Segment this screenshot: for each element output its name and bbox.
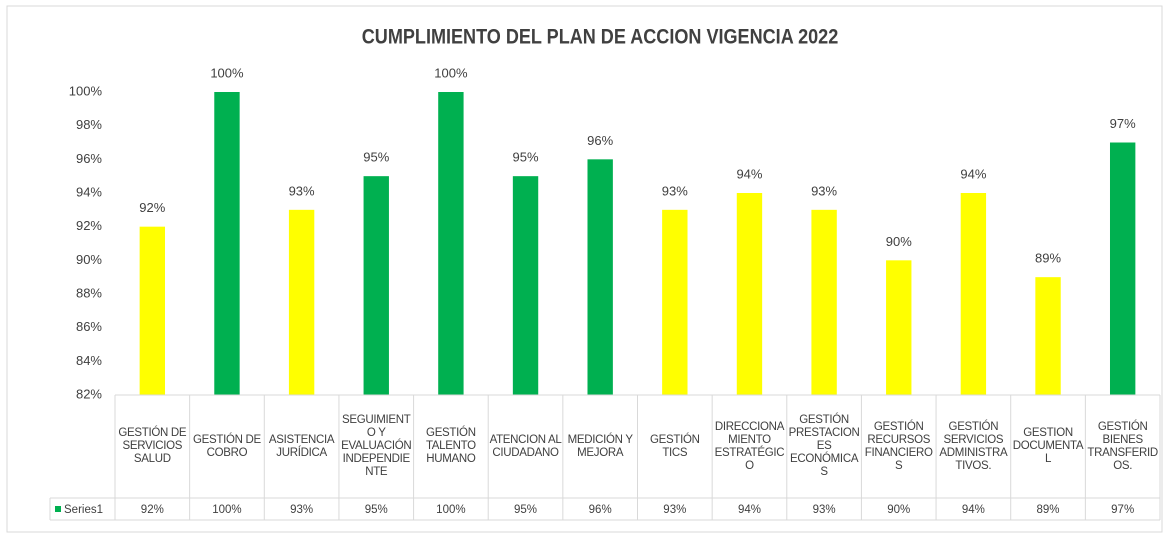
bar — [960, 193, 987, 395]
legend-swatch — [55, 506, 61, 512]
x-tick-label: GESTIÓN TALENTO HUMANO — [425, 427, 476, 465]
table-value: 94% — [962, 504, 985, 516]
x-tick-label-box: GESTIÓN TICS — [649, 433, 700, 459]
x-tick-label-box: GESTIÓN PRESTACIONES ECONÓMICAS — [788, 414, 860, 478]
data-label: 100% — [434, 65, 468, 80]
bar — [886, 260, 912, 395]
x-tick-label: SEGUIMIENTO Y EVALUACIÓN INDEPENDIENTE — [341, 414, 412, 478]
x-tick-label: GESTION DOCUMENTAL — [1012, 427, 1084, 465]
x-tick-label: ATENCION AL CIUDADANO — [489, 433, 562, 459]
data-label: 97% — [1110, 116, 1136, 131]
bar — [1035, 277, 1061, 395]
table-value: 93% — [663, 504, 686, 516]
x-tick-label-box: GESTION DOCUMENTAL — [1012, 427, 1084, 465]
table-value: 96% — [589, 504, 612, 516]
data-label: 94% — [960, 166, 986, 181]
bar — [736, 193, 763, 395]
table-value: 93% — [813, 504, 836, 516]
x-tick-label-box: MEDICIÓN Y MEJORA — [567, 433, 633, 459]
table-value: 95% — [365, 504, 388, 516]
y-tick-label: 96% — [76, 151, 102, 166]
data-label: 96% — [587, 133, 613, 148]
bar — [662, 209, 688, 395]
x-tick-label-box: SEGUIMIENTO Y EVALUACIÓN INDEPENDIENTE — [341, 414, 412, 478]
table-value: 92% — [141, 504, 164, 516]
x-tick-label: GESTIÓN DE SERVICIOS SALUD — [118, 427, 187, 465]
x-tick-label-box: DIRECCIONAMIENTO ESTRATÉGICO — [714, 420, 785, 472]
x-tick-label: GESTIÓN RECURSOS FINANCIEROS — [864, 420, 933, 472]
x-tick-label: DIRECCIONAMIENTO ESTRATÉGICO — [714, 420, 785, 472]
bar — [512, 176, 539, 395]
x-tick-label: ASISTENCIA JURÍDICA — [268, 433, 335, 459]
chart-title: CUMPLIMIENTO DEL PLAN DE ACCION VIGENCIA… — [362, 25, 839, 49]
x-tick-label-box: ATENCION AL CIUDADANO — [489, 433, 562, 459]
x-tick-label-box: GESTIÓN SERVICIOS ADMINISTRATIVOS. — [939, 420, 1008, 472]
x-tick-label: MEDICIÓN Y MEJORA — [567, 433, 633, 459]
bar — [139, 226, 166, 395]
x-tick-label-box: GESTIÓN TALENTO HUMANO — [425, 427, 476, 465]
data-label: 100% — [210, 65, 244, 80]
bar — [1109, 142, 1136, 395]
table-value: 90% — [887, 504, 910, 516]
x-tick-label: GESTIÓN TICS — [649, 433, 700, 459]
bar — [587, 159, 613, 395]
y-tick-label: 84% — [76, 353, 102, 368]
table-value: 97% — [1111, 504, 1134, 516]
bar — [288, 209, 315, 395]
y-tick-label: 90% — [76, 252, 102, 267]
legend-label: Series1 — [64, 504, 103, 516]
y-tick-label: 92% — [76, 218, 102, 233]
bar — [438, 92, 464, 395]
bar — [214, 92, 240, 395]
table-value: 93% — [290, 504, 313, 516]
x-tick-label-box: GESTIÓN BIENES TRANSFERIDOS. — [1087, 420, 1158, 472]
x-tick-label-box: GESTIÓN DE SERVICIOS SALUD — [118, 427, 187, 465]
x-tick-label-box: GESTIÓN DE COBRO — [192, 433, 261, 459]
data-label: 95% — [363, 150, 389, 165]
x-tick-label: GESTIÓN SERVICIOS ADMINISTRATIVOS. — [939, 420, 1008, 472]
data-label: 92% — [139, 200, 165, 215]
data-label: 89% — [1035, 251, 1061, 266]
y-tick-label: 98% — [76, 117, 102, 132]
table-value: 95% — [514, 504, 537, 516]
data-label: 93% — [289, 183, 315, 198]
table-value: 100% — [212, 504, 241, 516]
data-label: 90% — [886, 234, 912, 249]
x-tick-label: GESTIÓN PRESTACIONES ECONÓMICAS — [788, 414, 860, 478]
bar — [811, 209, 837, 395]
x-tick-label-box: ASISTENCIA JURÍDICA — [268, 433, 335, 459]
data-label: 94% — [736, 166, 762, 181]
x-tick-label: GESTIÓN BIENES TRANSFERIDOS. — [1087, 420, 1158, 472]
data-label: 93% — [811, 183, 837, 198]
table-value: 100% — [436, 504, 465, 516]
y-tick-label: 100% — [69, 83, 103, 98]
y-tick-label: 82% — [76, 386, 102, 401]
table-value: 94% — [738, 504, 761, 516]
y-tick-label: 86% — [76, 319, 102, 334]
bar — [363, 176, 389, 395]
y-tick-label: 88% — [76, 285, 102, 300]
x-tick-label: GESTIÓN DE COBRO — [192, 433, 261, 459]
data-label: 95% — [513, 150, 539, 165]
y-tick-label: 94% — [76, 184, 102, 199]
data-label: 93% — [662, 183, 688, 198]
x-tick-label-box: GESTIÓN RECURSOS FINANCIEROS — [864, 420, 933, 472]
table-value: 89% — [1037, 504, 1060, 516]
